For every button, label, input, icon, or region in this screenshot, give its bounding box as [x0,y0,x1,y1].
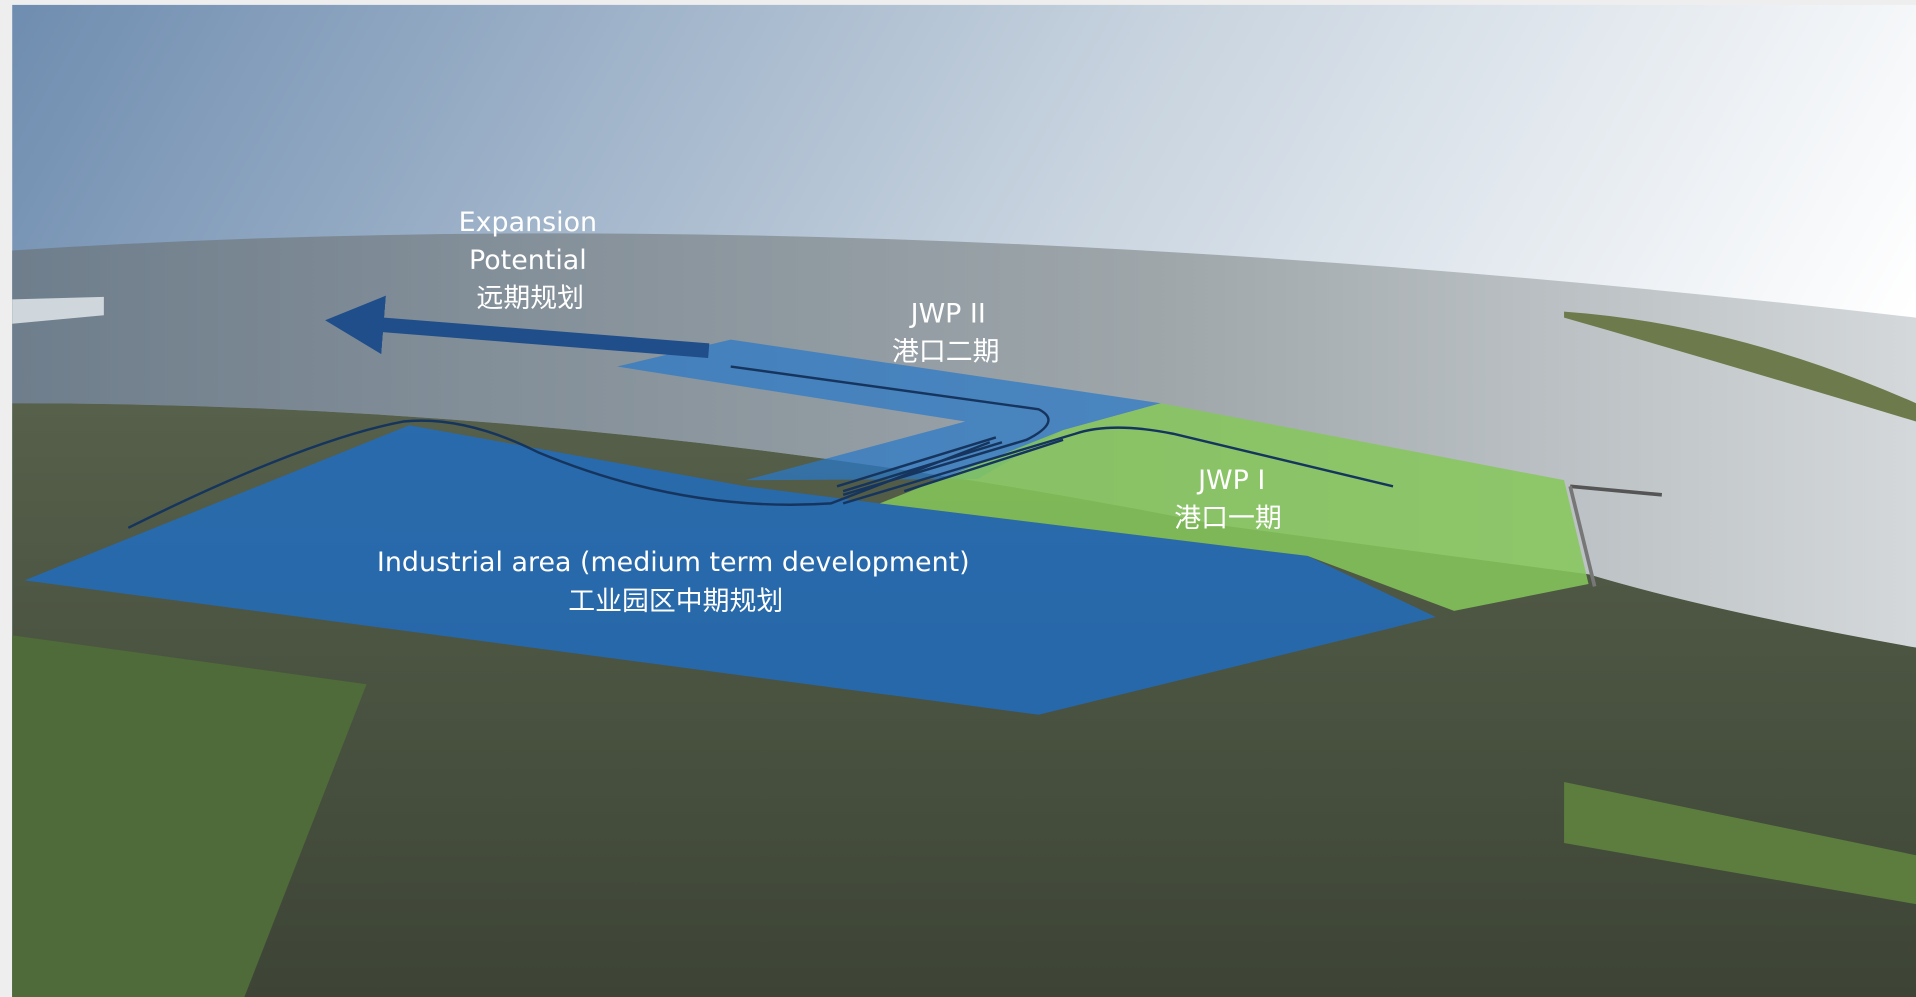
label: 远期规划 [477,283,585,314]
fields [1564,781,1916,905]
label: 工业园区中期规划 [568,586,783,617]
label: 港口二期 [892,337,1000,368]
label: Expansion [459,207,597,238]
peninsula [1564,311,1916,422]
jetty [12,296,104,324]
overlays [24,295,1589,715]
jwp1-area [879,403,1589,611]
label: Potential [469,245,587,276]
pier [1570,484,1663,497]
rail-line [127,419,991,529]
label: JWP I [1196,465,1265,496]
rail-line [836,436,1064,493]
labels: Expansion Potential 远期规划 JWP II 港口二期 JWP… [377,207,1282,617]
label: JWP II [909,299,986,330]
rail-line [730,365,1050,497]
label: 港口一期 [1174,503,1282,534]
rail-line [842,426,1394,505]
expansion-arrow [325,295,710,358]
industrial-area [24,425,1436,715]
label: Industrial area (medium term development… [377,547,970,578]
pier [1568,485,1597,587]
jwp2-area [617,339,1161,481]
fields [12,635,367,997]
